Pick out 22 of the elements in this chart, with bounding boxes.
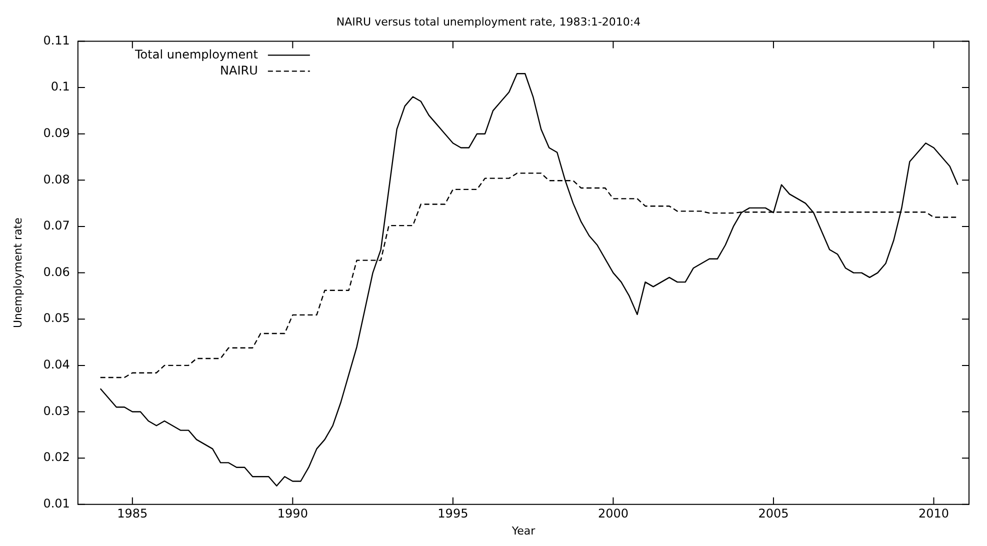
y-tick-label: 0.05 [43, 311, 70, 326]
x-tick-label: 1990 [277, 506, 308, 521]
y-tick-label: 0.07 [43, 218, 70, 233]
x-tick-label: 2005 [758, 506, 789, 521]
y-tick-label: 0.02 [43, 450, 70, 464]
x-axis-title: Year [510, 524, 536, 538]
y-tick-label: 0.03 [43, 404, 70, 418]
legend-label: Total unemployment [134, 47, 258, 62]
y-tick-label: 0.11 [43, 33, 70, 48]
y-tick-label: 0.06 [43, 264, 70, 279]
x-tick-label: 1985 [117, 506, 148, 521]
y-tick-label: 0.1 [50, 80, 70, 94]
y-tick-label: 0.09 [43, 126, 70, 140]
y-axis-title: Unemployment rate [11, 217, 24, 328]
x-tick-label: 2000 [598, 506, 628, 521]
y-tick-label: 0.04 [43, 358, 70, 372]
x-tick-label: 1995 [438, 506, 468, 521]
y-tick-label: 0.01 [43, 496, 70, 511]
chart-title: NAIRU versus total unemployment rate, 1983:1-2010:4 [336, 15, 641, 28]
legend-label: NAIRU [220, 63, 258, 78]
x-tick-label: 2010 [918, 506, 950, 521]
y-tick-label: 0.08 [43, 172, 70, 186]
